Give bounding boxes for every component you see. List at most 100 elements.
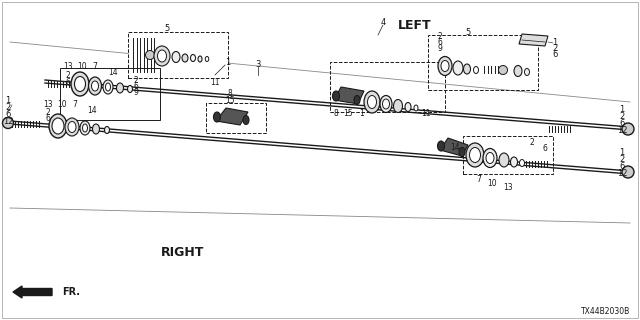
Ellipse shape — [198, 56, 202, 62]
Ellipse shape — [486, 153, 494, 164]
Text: 7: 7 — [93, 61, 97, 70]
Ellipse shape — [459, 148, 465, 156]
Ellipse shape — [74, 76, 86, 92]
Ellipse shape — [182, 54, 188, 62]
Ellipse shape — [405, 102, 411, 111]
Text: 12: 12 — [3, 116, 13, 125]
Text: 1: 1 — [620, 105, 625, 114]
Text: 1: 1 — [225, 58, 230, 67]
Ellipse shape — [466, 143, 484, 167]
Text: 2: 2 — [66, 70, 70, 79]
Ellipse shape — [93, 124, 99, 134]
Ellipse shape — [453, 61, 463, 75]
Text: 8: 8 — [333, 108, 339, 117]
Text: FR.: FR. — [62, 287, 80, 297]
Circle shape — [622, 123, 634, 135]
Ellipse shape — [383, 99, 390, 109]
FancyArrow shape — [13, 286, 52, 298]
Text: 1: 1 — [360, 108, 364, 117]
Text: 2: 2 — [133, 76, 138, 84]
Ellipse shape — [520, 159, 525, 166]
Text: 6: 6 — [543, 143, 547, 153]
Ellipse shape — [104, 126, 109, 133]
Text: 2: 2 — [552, 44, 557, 52]
Circle shape — [3, 117, 13, 129]
Ellipse shape — [514, 66, 522, 76]
Text: 1: 1 — [552, 37, 557, 46]
Ellipse shape — [438, 57, 452, 76]
Ellipse shape — [380, 95, 392, 113]
Ellipse shape — [367, 95, 376, 108]
Text: 1: 1 — [5, 95, 11, 105]
Ellipse shape — [333, 91, 339, 101]
Ellipse shape — [65, 118, 79, 136]
Ellipse shape — [157, 50, 166, 62]
Text: 2: 2 — [620, 155, 625, 164]
Text: 6: 6 — [552, 50, 557, 59]
Ellipse shape — [438, 141, 445, 151]
Ellipse shape — [88, 77, 102, 95]
Bar — [206, 103, 266, 133]
Ellipse shape — [441, 60, 449, 71]
Text: 15: 15 — [343, 108, 353, 117]
Ellipse shape — [483, 148, 497, 167]
Polygon shape — [440, 138, 468, 156]
Text: 14: 14 — [108, 68, 118, 76]
Text: 11: 11 — [421, 108, 431, 117]
Text: 2: 2 — [530, 138, 534, 147]
Text: 8: 8 — [228, 89, 232, 98]
Text: 5: 5 — [164, 23, 170, 33]
Bar — [60, 68, 160, 120]
Polygon shape — [334, 87, 364, 104]
Ellipse shape — [154, 46, 170, 66]
Text: 2: 2 — [45, 108, 51, 116]
Ellipse shape — [354, 95, 360, 105]
Ellipse shape — [103, 80, 113, 94]
Ellipse shape — [243, 116, 249, 124]
Text: 15: 15 — [225, 95, 235, 105]
Text: LEFT: LEFT — [398, 19, 432, 31]
Ellipse shape — [172, 52, 180, 62]
Bar — [330, 62, 445, 112]
Bar — [128, 32, 228, 78]
Text: 4: 4 — [380, 18, 386, 27]
Text: 14: 14 — [450, 142, 460, 151]
Text: 6: 6 — [620, 162, 625, 171]
Text: RIGHT: RIGHT — [161, 245, 205, 259]
Text: 6: 6 — [65, 77, 70, 86]
Text: TX44B2030B: TX44B2030B — [580, 308, 630, 316]
Text: 12: 12 — [617, 169, 627, 178]
Ellipse shape — [499, 153, 509, 167]
Text: 10: 10 — [487, 179, 497, 188]
Text: 6: 6 — [437, 37, 442, 46]
Text: 2: 2 — [437, 31, 442, 41]
Ellipse shape — [414, 105, 418, 111]
Text: 6: 6 — [5, 109, 11, 118]
Ellipse shape — [463, 64, 470, 74]
Bar — [463, 136, 553, 174]
Text: 7: 7 — [72, 100, 77, 108]
Ellipse shape — [525, 68, 529, 76]
Text: 13: 13 — [63, 61, 73, 70]
Ellipse shape — [83, 124, 88, 132]
Circle shape — [499, 66, 508, 75]
Ellipse shape — [474, 67, 479, 74]
Text: 14: 14 — [87, 106, 97, 115]
Text: 13: 13 — [43, 100, 53, 108]
Text: 6: 6 — [133, 82, 138, 91]
Text: 7: 7 — [477, 174, 481, 183]
Ellipse shape — [52, 118, 64, 134]
Ellipse shape — [205, 57, 209, 61]
Ellipse shape — [394, 100, 403, 113]
Ellipse shape — [364, 91, 380, 113]
Ellipse shape — [106, 83, 111, 91]
Circle shape — [622, 166, 634, 178]
Ellipse shape — [49, 114, 67, 138]
Polygon shape — [519, 34, 548, 46]
Text: 5: 5 — [465, 28, 470, 36]
Ellipse shape — [68, 122, 76, 132]
Circle shape — [145, 51, 154, 60]
Text: 12: 12 — [617, 125, 627, 134]
Text: 9: 9 — [437, 44, 442, 52]
Text: 2: 2 — [620, 111, 625, 121]
